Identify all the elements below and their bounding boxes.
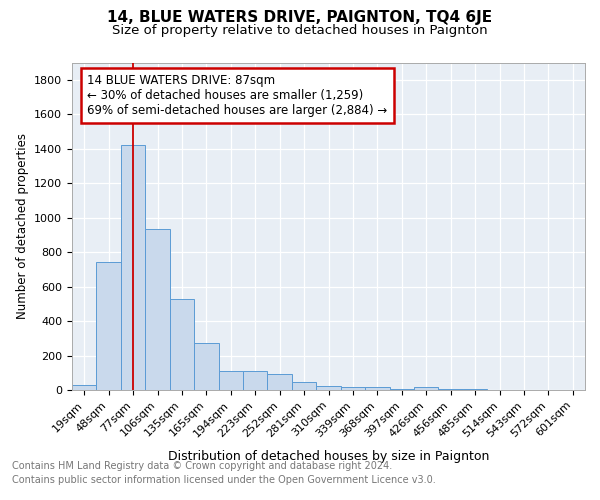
- Bar: [414, 388, 439, 390]
- Bar: [389, 389, 414, 390]
- Bar: [218, 371, 243, 390]
- Bar: [292, 382, 316, 390]
- Y-axis label: Number of detached properties: Number of detached properties: [16, 133, 29, 320]
- Bar: [194, 344, 218, 390]
- Bar: [439, 389, 463, 390]
- Bar: [268, 374, 292, 390]
- Bar: [97, 262, 121, 390]
- Text: 14, BLUE WATERS DRIVE, PAIGNTON, TQ4 6JE: 14, BLUE WATERS DRIVE, PAIGNTON, TQ4 6JE: [107, 10, 493, 25]
- Bar: [170, 298, 194, 390]
- Text: Contains public sector information licensed under the Open Government Licence v3: Contains public sector information licen…: [12, 475, 436, 485]
- X-axis label: Distribution of detached houses by size in Paignton: Distribution of detached houses by size …: [168, 450, 489, 462]
- Bar: [463, 389, 487, 390]
- Text: Size of property relative to detached houses in Paignton: Size of property relative to detached ho…: [112, 24, 488, 37]
- Text: 14 BLUE WATERS DRIVE: 87sqm
← 30% of detached houses are smaller (1,259)
69% of : 14 BLUE WATERS DRIVE: 87sqm ← 30% of det…: [88, 74, 388, 117]
- Bar: [365, 388, 389, 390]
- Bar: [145, 229, 170, 390]
- Bar: [72, 385, 97, 390]
- Bar: [316, 386, 341, 390]
- Bar: [121, 145, 145, 390]
- Bar: [243, 371, 268, 390]
- Text: Contains HM Land Registry data © Crown copyright and database right 2024.: Contains HM Land Registry data © Crown c…: [12, 461, 392, 471]
- Bar: [341, 388, 365, 390]
